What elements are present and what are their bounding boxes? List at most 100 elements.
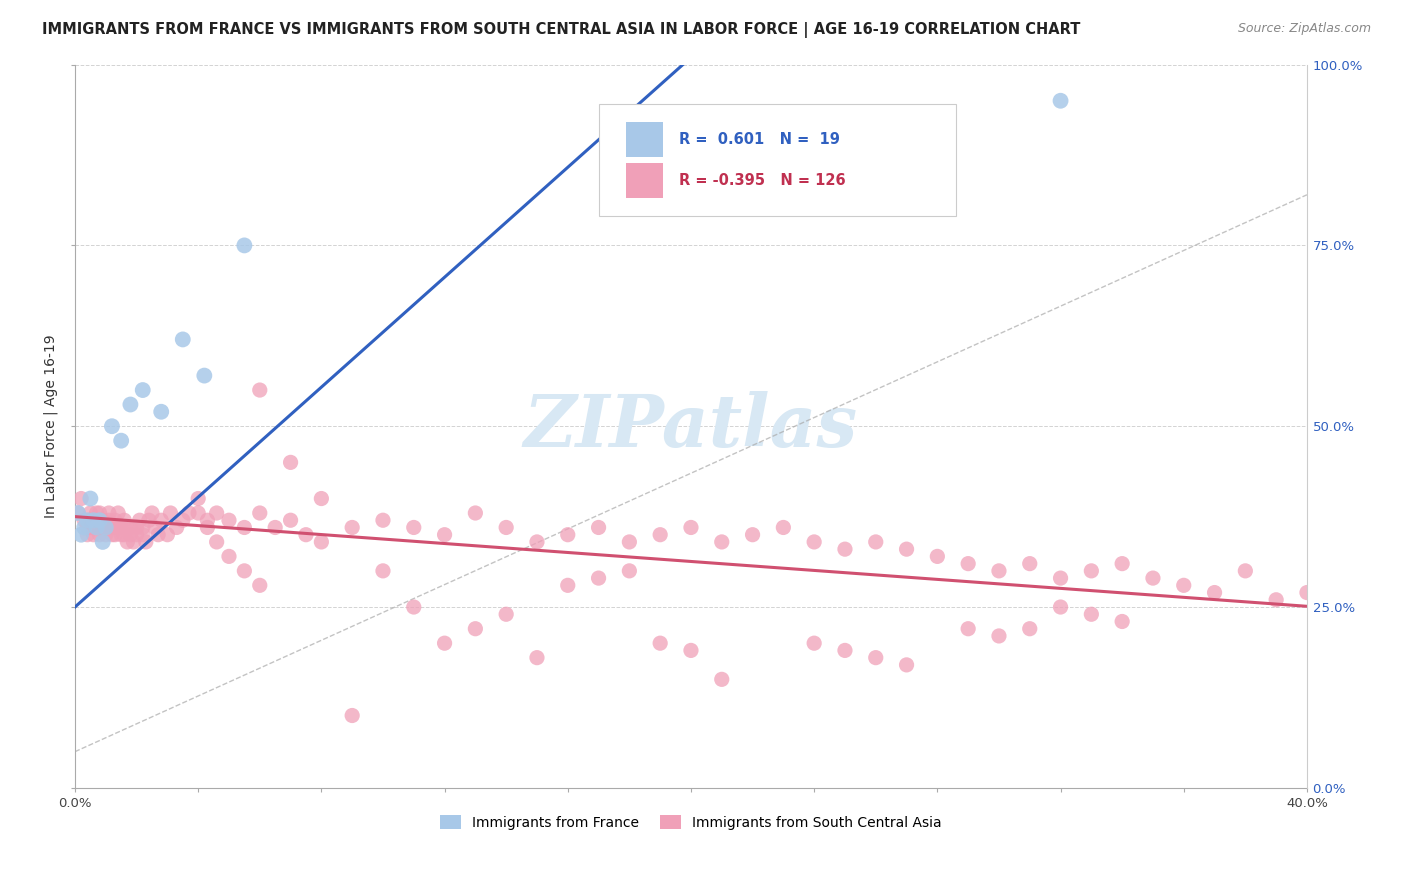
Point [710, 535, 733, 549]
Point [143, 520, 166, 534]
Point [101, 520, 124, 534]
Point [94, 520, 117, 534]
Point [772, 520, 794, 534]
Point [865, 535, 887, 549]
Point [172, 513, 194, 527]
Point [70, 527, 93, 541]
Point [122, 535, 145, 549]
Point [311, 535, 333, 549]
Point [1296, 585, 1319, 599]
Point [249, 506, 271, 520]
Point [249, 578, 271, 592]
Point [588, 520, 610, 534]
Point [495, 520, 517, 534]
Point [1111, 615, 1133, 629]
Point [125, 527, 148, 541]
Text: R = -0.395   N = 126: R = -0.395 N = 126 [679, 173, 845, 188]
Point [650, 527, 672, 541]
Point [1142, 571, 1164, 585]
Point [110, 527, 132, 541]
Point [94, 527, 117, 541]
Point [193, 368, 215, 383]
Point [1204, 585, 1226, 599]
Point [79, 491, 101, 506]
Point [97, 513, 120, 527]
Point [79, 513, 101, 527]
Point [987, 564, 1010, 578]
Point [495, 607, 517, 622]
Point [94, 520, 117, 534]
Point [67, 506, 90, 520]
Point [557, 578, 579, 592]
Point [557, 527, 579, 541]
Point [187, 491, 209, 506]
Point [834, 542, 856, 557]
Point [205, 506, 228, 520]
Point [146, 527, 169, 541]
Point [526, 535, 548, 549]
Point [233, 564, 256, 578]
Point [340, 708, 363, 723]
Point [402, 600, 425, 615]
Point [218, 549, 240, 564]
Point [1049, 94, 1071, 108]
Point [218, 513, 240, 527]
Point [280, 455, 302, 469]
Point [710, 673, 733, 687]
Point [117, 535, 139, 549]
Point [1049, 571, 1071, 585]
Y-axis label: In Labor Force | Age 16-19: In Labor Force | Age 16-19 [44, 334, 58, 518]
Point [132, 383, 155, 397]
Point [73, 513, 96, 527]
Point [104, 527, 127, 541]
Point [249, 383, 271, 397]
Point [834, 643, 856, 657]
Point [120, 520, 142, 534]
Point [76, 513, 98, 527]
Point [82, 513, 104, 527]
Point [150, 405, 173, 419]
Point [433, 636, 456, 650]
Point [371, 513, 394, 527]
Point [197, 520, 219, 534]
Point [1018, 622, 1040, 636]
Point [110, 434, 132, 448]
FancyBboxPatch shape [599, 104, 956, 217]
Point [82, 527, 104, 541]
Point [101, 527, 124, 541]
Point [1234, 564, 1257, 578]
Point [120, 527, 142, 541]
Legend: Immigrants from France, Immigrants from South Central Asia: Immigrants from France, Immigrants from … [434, 809, 948, 835]
Point [619, 564, 641, 578]
Point [741, 527, 763, 541]
Point [86, 520, 108, 534]
Point [110, 520, 132, 534]
Point [464, 622, 486, 636]
Point [371, 564, 394, 578]
Point [803, 636, 825, 650]
Point [104, 513, 127, 527]
Point [311, 491, 333, 506]
Point [433, 527, 456, 541]
Bar [626, 163, 662, 198]
Point [138, 513, 160, 527]
Text: Source: ZipAtlas.com: Source: ZipAtlas.com [1237, 22, 1371, 36]
Point [177, 506, 200, 520]
Point [402, 520, 425, 534]
Text: R =  0.601   N =  19: R = 0.601 N = 19 [679, 132, 839, 147]
Point [125, 520, 148, 534]
Point [107, 520, 129, 534]
Point [89, 513, 111, 527]
Point [82, 520, 104, 534]
Point [132, 520, 155, 534]
Point [1018, 557, 1040, 571]
Point [79, 520, 101, 534]
Point [1111, 557, 1133, 571]
Point [1080, 564, 1102, 578]
Point [101, 419, 124, 434]
Point [91, 513, 114, 527]
Point [1265, 592, 1288, 607]
Point [1049, 600, 1071, 615]
Point [128, 513, 150, 527]
Point [166, 520, 188, 534]
